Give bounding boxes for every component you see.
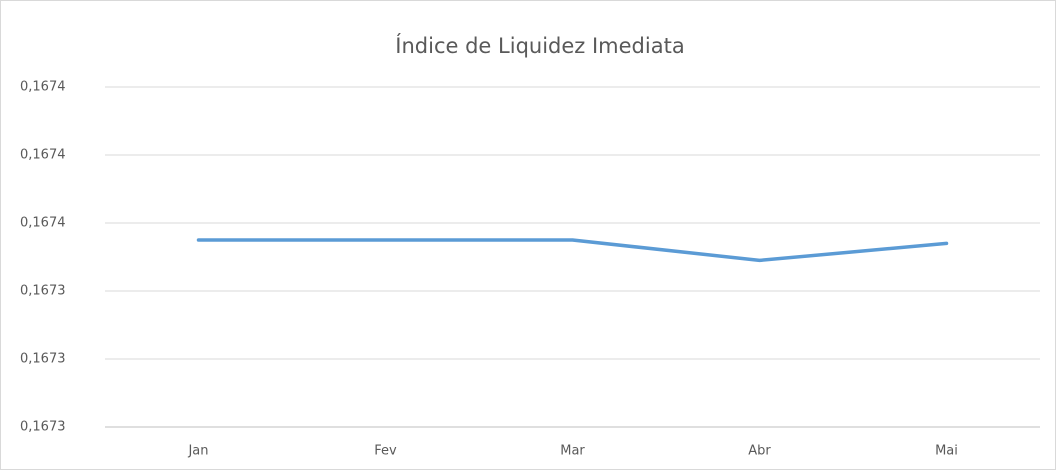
x-tick-label: Fev	[374, 444, 397, 459]
line-series	[196, 238, 949, 263]
y-tick-label: 0,1673	[20, 284, 66, 299]
x-tick-label: Jan	[187, 444, 208, 459]
x-tick-label: Mar	[560, 444, 585, 459]
y-tick-label: 0,1674	[20, 216, 66, 231]
x-tick-label: Abr	[748, 444, 771, 459]
x-tick-label: Mai	[935, 444, 958, 459]
y-tick-label: 0,1673	[20, 420, 66, 435]
y-tick-label: 0,1674	[20, 148, 66, 163]
chart-title: Índice de Liquidez Imediata	[395, 33, 684, 58]
y-tick-label: 0,1674	[20, 80, 66, 95]
y-tick-label: 0,1673	[20, 352, 66, 367]
